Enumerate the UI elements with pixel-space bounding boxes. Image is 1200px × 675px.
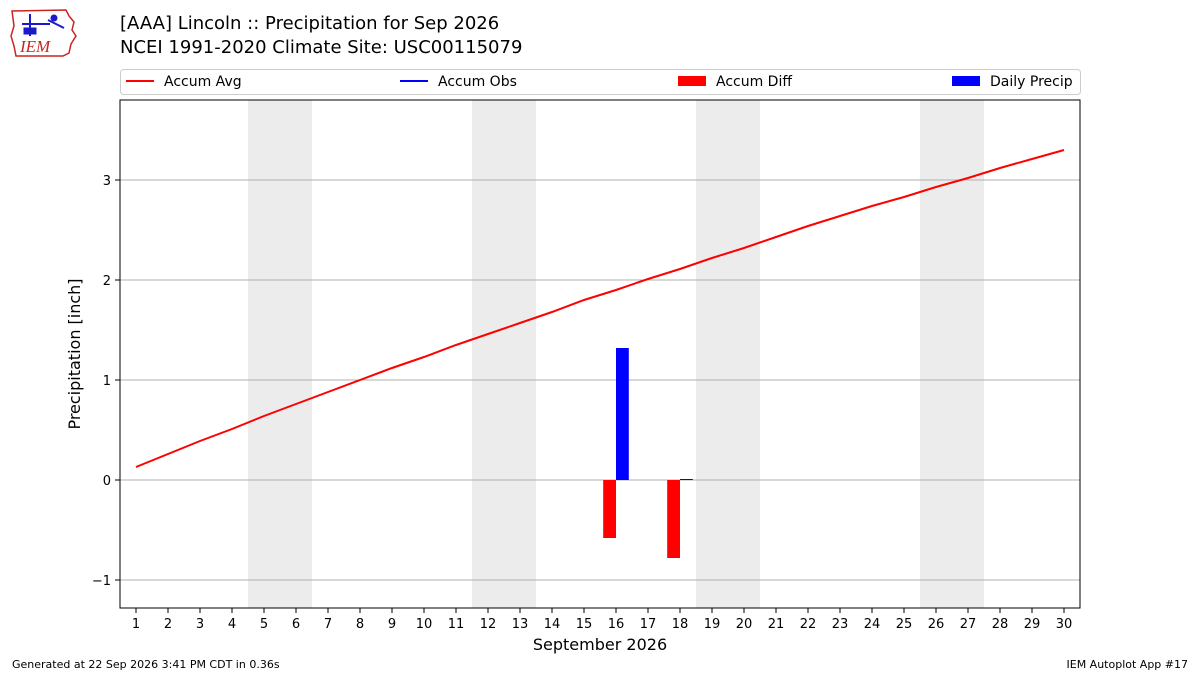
weekend-shade [920, 100, 984, 608]
y-axis-label: Precipitation [inch] [65, 278, 84, 429]
weekend-shade [248, 100, 312, 608]
x-tick-label: 23 [832, 617, 849, 632]
accum-diff-bar [603, 480, 616, 538]
x-tick-label: 30 [1056, 617, 1073, 632]
x-tick-label: 6 [292, 617, 300, 632]
legend-bar-swatch [678, 76, 706, 86]
y-tick-label: −1 [92, 574, 111, 589]
daily-precip-bar [680, 479, 693, 480]
x-tick-label: 29 [1024, 617, 1041, 632]
x-axis-label: September 2026 [533, 635, 667, 654]
x-tick-label: 1 [132, 617, 140, 632]
legend-bar-swatch [952, 76, 980, 86]
x-tick-label: 13 [512, 617, 529, 632]
app-footer: IEM Autoplot App #17 [1066, 658, 1189, 671]
accum-diff-bar [667, 480, 680, 558]
x-tick-label: 28 [992, 617, 1009, 632]
x-tick-label: 10 [416, 617, 433, 632]
x-tick-label: 17 [640, 617, 657, 632]
x-tick-label: 12 [480, 617, 497, 632]
x-tick-label: 22 [800, 617, 817, 632]
x-tick-label: 3 [196, 617, 204, 632]
chart-title: [AAA] Lincoln :: Precipitation for Sep 2… [120, 13, 500, 34]
accum-avg-line [135, 149, 1065, 468]
plot-frame [119, 99, 1081, 609]
x-tick-label: 11 [448, 617, 465, 632]
x-tick-label: 24 [864, 617, 881, 632]
x-tick-label: 16 [608, 617, 625, 632]
x-tick-label: 18 [672, 617, 689, 632]
legend: Accum Avg Accum Obs Accum Diff Daily Precip [120, 69, 1081, 95]
x-tick-label: 21 [768, 617, 785, 632]
x-tick-label: 26 [928, 617, 945, 632]
x-tick-label: 5 [260, 617, 268, 632]
x-tick-label: 2 [164, 617, 172, 632]
y-tick-label: 2 [103, 274, 111, 289]
weekend-shade [472, 100, 536, 608]
iem-logo: IEM [10, 9, 77, 57]
logo-text: IEM [19, 37, 51, 56]
x-tick-label: 19 [704, 617, 721, 632]
legend-label: Accum Avg [164, 74, 242, 90]
y-tick-label: 1 [103, 374, 111, 389]
legend-label: Daily Precip [990, 74, 1073, 90]
x-tick-label: 25 [896, 617, 913, 632]
iowa-outline-shape [10, 9, 77, 57]
weekend-shade [696, 100, 760, 608]
legend-box [120, 69, 1081, 95]
x-tick-label: 9 [388, 617, 396, 632]
weather-station-icon [22, 14, 65, 36]
y-tick-label: 3 [103, 174, 111, 189]
generated-footer: Generated at 22 Sep 2026 3:41 PM CDT in … [12, 658, 280, 671]
legend-label: Accum Diff [716, 74, 792, 90]
x-tick-label: 7 [324, 617, 332, 632]
x-tick-label: 8 [356, 617, 364, 632]
x-tick-label: 14 [544, 617, 561, 632]
x-tick-label: 4 [228, 617, 236, 632]
x-tick-label: 15 [576, 617, 593, 632]
legend-label: Accum Obs [438, 74, 517, 90]
chart-subtitle: NCEI 1991-2020 Climate Site: USC00115079 [120, 37, 523, 58]
x-tick-label: 20 [736, 617, 753, 632]
y-tick-label: 0 [103, 474, 111, 489]
daily-precip-bar [616, 348, 629, 480]
x-tick-label: 27 [960, 617, 977, 632]
